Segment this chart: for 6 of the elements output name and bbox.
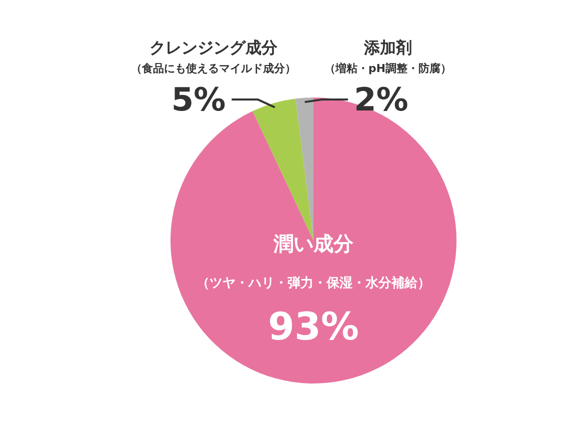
slice-label: クレンジング成分（食品にも使えるマイルド成分） [130,38,296,75]
slice-label: 潤い成分（ツヤ・ハリ・弾力・保湿・水分補給） [196,231,430,291]
data-label: 2% [354,80,408,118]
slice-label: 添加剤（増粘・pH調整・防腐） [324,38,452,75]
data-label: 5% [171,80,226,118]
data-label: 93% [268,304,359,348]
